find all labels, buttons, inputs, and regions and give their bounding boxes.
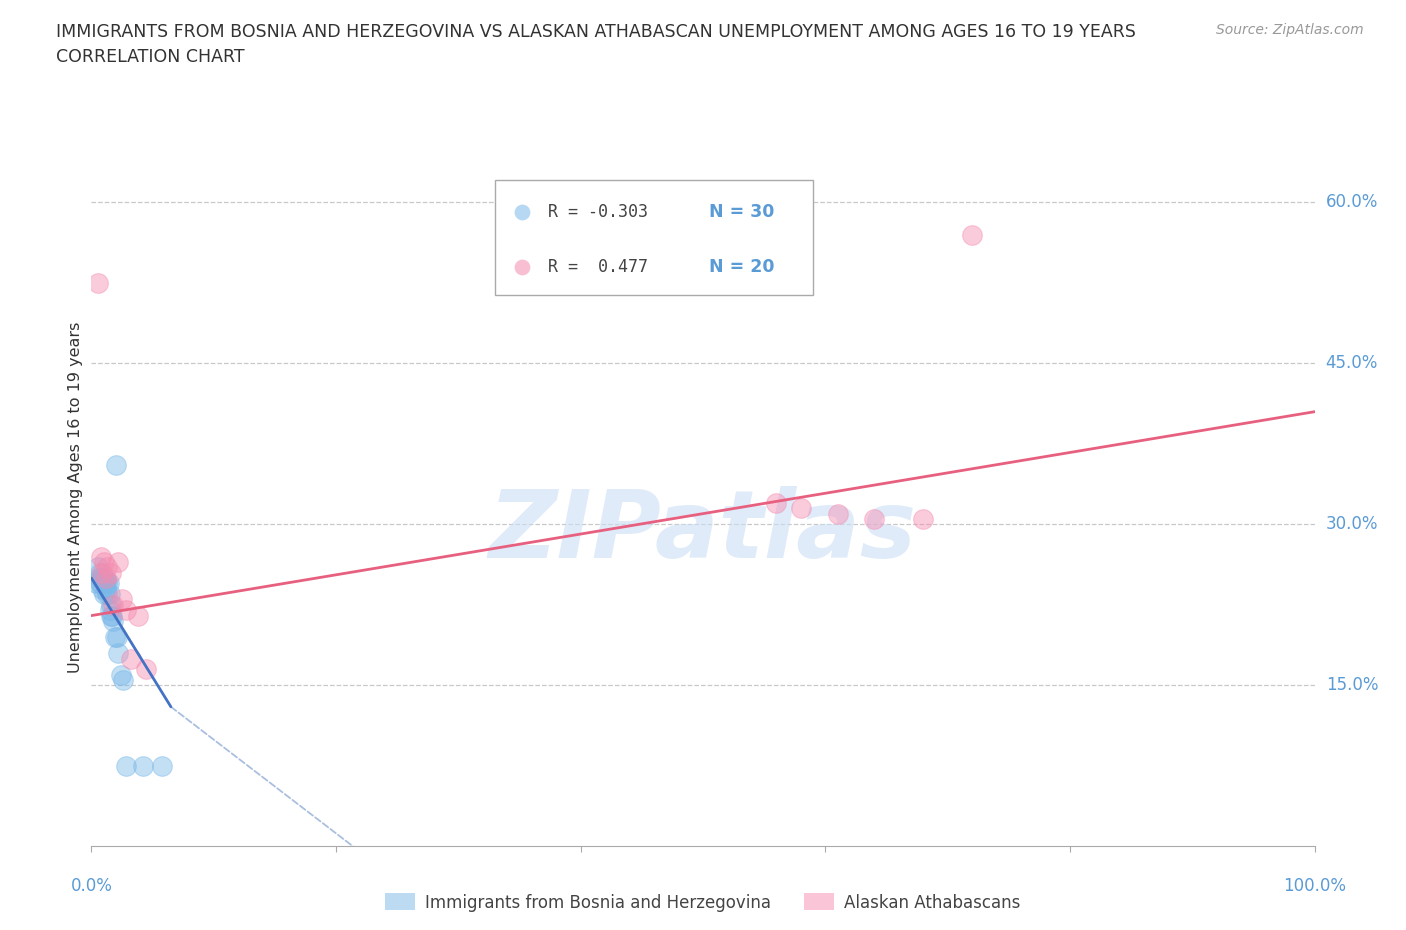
Y-axis label: Unemployment Among Ages 16 to 19 years: Unemployment Among Ages 16 to 19 years	[67, 322, 83, 673]
Point	[114, 758, 136, 773]
Point	[94, 576, 117, 591]
Text: N = 20: N = 20	[709, 258, 775, 275]
Point	[120, 651, 142, 666]
Point	[96, 576, 118, 591]
Text: R = -0.303: R = -0.303	[548, 204, 648, 221]
Point	[103, 614, 125, 629]
Point	[827, 506, 849, 521]
Point	[91, 581, 114, 596]
Point	[105, 630, 128, 644]
Point	[98, 587, 121, 602]
Point	[150, 758, 173, 773]
Point	[104, 458, 127, 472]
Point	[91, 565, 114, 580]
Point	[100, 565, 122, 580]
Text: N = 30: N = 30	[709, 204, 775, 221]
Point	[132, 758, 155, 773]
Point	[135, 662, 157, 677]
Point	[86, 560, 108, 575]
Point	[103, 597, 125, 612]
Point	[89, 576, 111, 591]
Text: CORRELATION CHART: CORRELATION CHART	[56, 48, 245, 66]
Point	[790, 501, 813, 516]
Text: R =  0.477: R = 0.477	[548, 258, 648, 275]
Text: 45.0%: 45.0%	[1326, 354, 1378, 372]
Point	[93, 587, 115, 602]
Point	[90, 549, 112, 564]
Point	[863, 512, 886, 526]
Point	[94, 581, 117, 596]
Point	[97, 576, 120, 591]
Point	[94, 571, 117, 586]
Point	[94, 573, 117, 588]
Point	[96, 587, 118, 602]
Text: IMMIGRANTS FROM BOSNIA AND HERZEGOVINA VS ALASKAN ATHABASCAN UNEMPLOYMENT AMONG : IMMIGRANTS FROM BOSNIA AND HERZEGOVINA V…	[56, 23, 1136, 41]
Point	[104, 630, 127, 644]
Point	[87, 571, 110, 586]
Point	[114, 603, 136, 618]
Legend: Immigrants from Bosnia and Herzegovina, Alaskan Athabascans: Immigrants from Bosnia and Herzegovina, …	[378, 886, 1028, 918]
Text: 30.0%: 30.0%	[1326, 515, 1378, 534]
Point	[111, 592, 134, 607]
Text: 15.0%: 15.0%	[1326, 676, 1378, 695]
Point	[912, 512, 935, 526]
Point	[86, 275, 108, 290]
Point	[84, 576, 107, 591]
Point	[765, 496, 787, 511]
Point	[98, 603, 121, 618]
Point	[960, 227, 983, 242]
Text: ZIPatlas: ZIPatlas	[489, 486, 917, 578]
Point	[127, 608, 149, 623]
Point	[90, 571, 112, 586]
Point	[93, 554, 115, 569]
Point	[107, 645, 129, 660]
Text: Source: ZipAtlas.com: Source: ZipAtlas.com	[1216, 23, 1364, 37]
Text: 60.0%: 60.0%	[1326, 193, 1378, 211]
Point	[112, 672, 135, 687]
Point	[101, 608, 124, 623]
Text: 0.0%: 0.0%	[70, 877, 112, 895]
Point	[89, 565, 111, 580]
Point	[93, 571, 115, 586]
FancyBboxPatch shape	[495, 180, 813, 296]
Point	[100, 597, 122, 612]
Point	[110, 667, 132, 682]
Text: 100.0%: 100.0%	[1284, 877, 1346, 895]
Point	[100, 608, 122, 623]
Point	[107, 554, 129, 569]
Point	[96, 560, 118, 575]
